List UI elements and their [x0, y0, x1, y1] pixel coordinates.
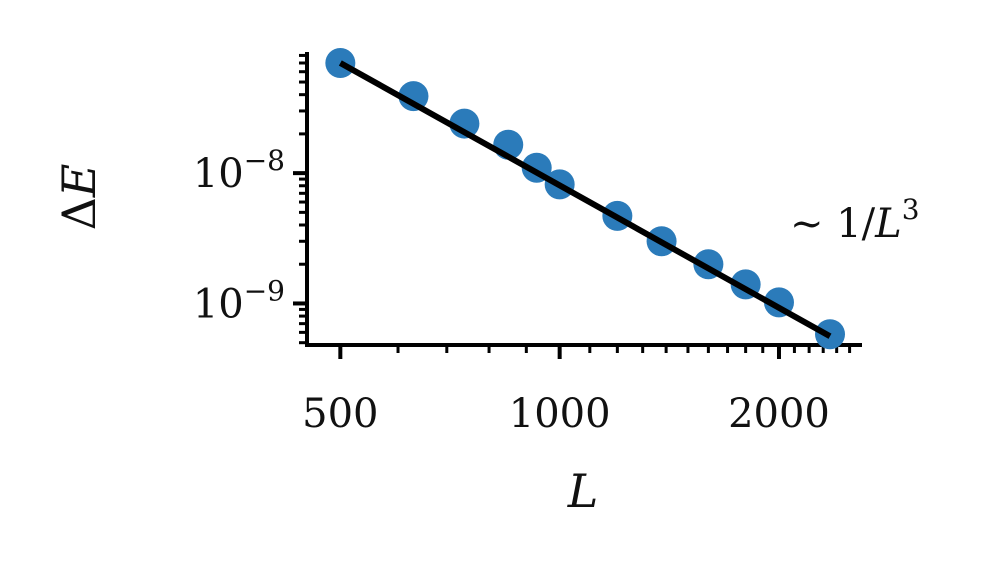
- data-point: [325, 47, 356, 78]
- y-tick-base: 10: [193, 151, 244, 197]
- y-axis-label: ΔE: [52, 164, 106, 231]
- y-tick-label: 10−8: [193, 144, 285, 197]
- y-axis-label-prefix: Δ: [52, 197, 106, 230]
- x-tick-label: 500: [302, 391, 378, 437]
- x-tick-label: 1000: [509, 391, 611, 437]
- x-tick-label: 2000: [728, 391, 830, 437]
- y-tick-label: 10−9: [193, 274, 285, 327]
- x-axis-label: L: [567, 464, 599, 518]
- annotation-exponent: 3: [902, 193, 920, 226]
- annotation-prefix: ~ 1/: [790, 201, 876, 247]
- y-tick-exponent: −9: [244, 274, 285, 307]
- y-tick-exponent: −8: [244, 144, 285, 177]
- scaling-annotation: ~ 1/L3: [790, 193, 920, 247]
- data-point: [398, 81, 429, 112]
- annotation-symbol: L: [874, 201, 902, 247]
- y-axis-label-symbol: E: [52, 164, 106, 199]
- fit-line: [338, 60, 832, 339]
- y-tick-base: 10: [193, 281, 244, 327]
